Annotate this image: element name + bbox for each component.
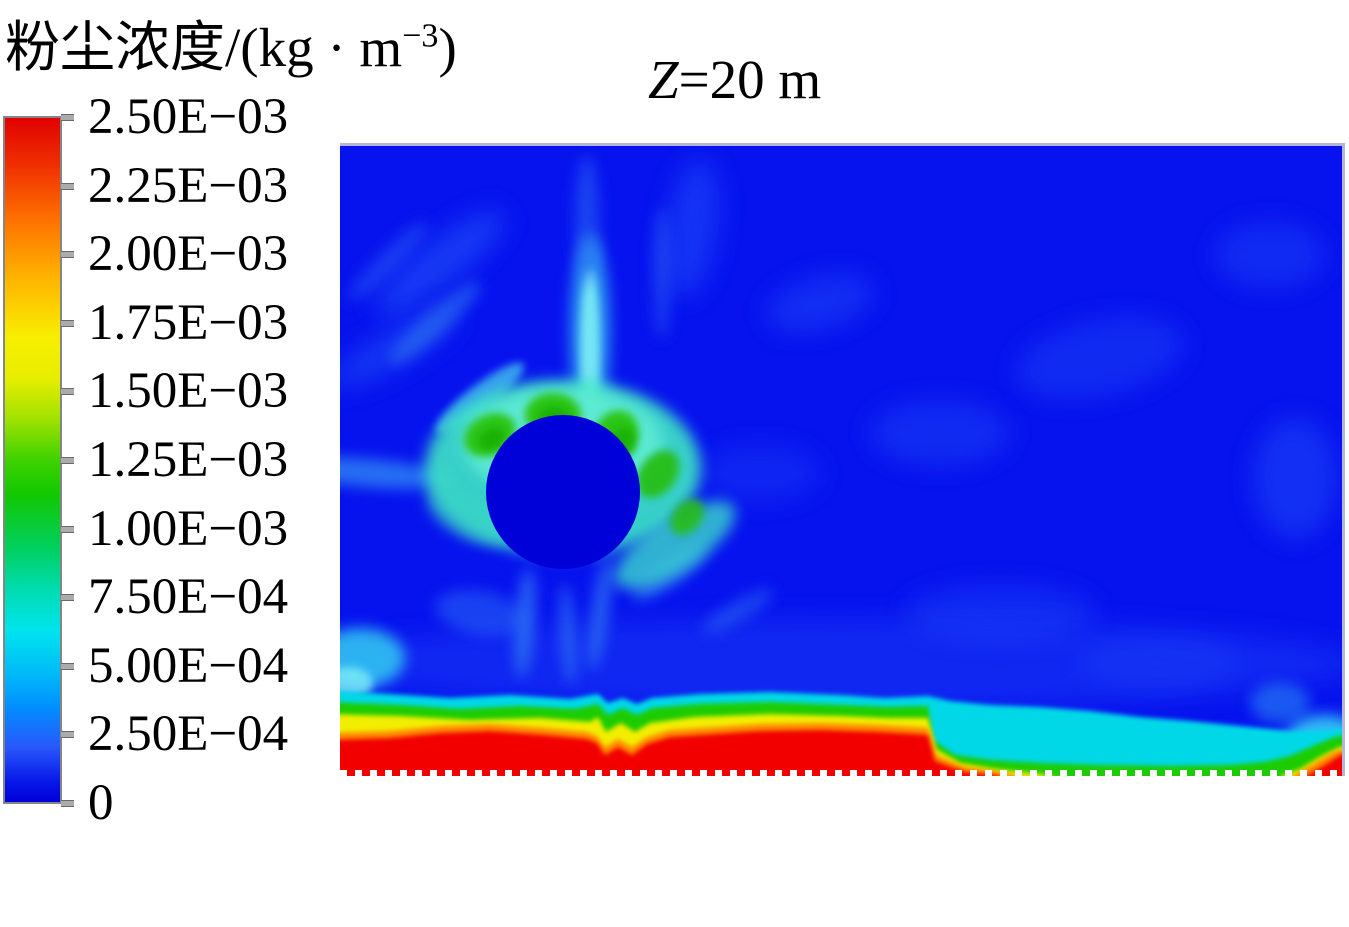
- colorbar-tick-mark: [61, 731, 74, 739]
- colorbar-tick-mark: [61, 594, 74, 602]
- colorbar-tick-label: 5.00E−04: [88, 637, 289, 694]
- colorbar-tick-label: 2.50E−03: [88, 89, 289, 145]
- colorbar-tick-label: 2.25E−03: [88, 157, 289, 214]
- colorbar-tick-label: 1.00E−03: [88, 500, 289, 557]
- colorbar-tick-label: 2.50E−04: [88, 706, 289, 763]
- plot-border-top: [340, 143, 1345, 146]
- colorbar-tick-mark: [61, 457, 74, 464]
- colorbar-tick-label: 0: [88, 775, 114, 831]
- plot-title: Z=20 m: [648, 48, 821, 111]
- unit-label-close: ): [438, 17, 457, 78]
- colorbar-unit-label: 粉尘浓度/(kg · m−3): [5, 2, 457, 82]
- colorbar-tick-label: 2.00E−03: [88, 226, 289, 283]
- colorbar-tick-mark: [61, 388, 74, 396]
- colorbar-tick-label: 1.25E−03: [88, 432, 289, 488]
- contour-plot: [340, 143, 1345, 776]
- colorbar-tick-mark: [61, 114, 74, 121]
- colorbar-tick-label: 1.50E−03: [88, 363, 289, 420]
- colorbar: [3, 116, 62, 804]
- diffuse-patches: [340, 158, 1345, 708]
- colorbar-gradient: [5, 118, 60, 802]
- colorbar-tick-mark: [61, 525, 74, 533]
- plot-title-variable: Z: [648, 49, 679, 110]
- colorbar-tick-label: 1.75E−03: [88, 294, 289, 351]
- unit-label-exponent: −3: [402, 17, 439, 55]
- colorbar-tick-mark: [61, 800, 74, 807]
- band-red-layer: [340, 730, 998, 776]
- colorbar-tick-mark: [61, 662, 74, 670]
- colorbar-tick-mark: [61, 251, 74, 259]
- colorbar-tick-mark: [61, 182, 74, 190]
- unit-label-text: 粉尘浓度/(kg · m: [5, 17, 403, 78]
- ground-dust-band: [340, 691, 1345, 776]
- plot-border-right: [1342, 143, 1345, 776]
- obstruction-circle: [486, 415, 640, 569]
- colorbar-tick-mark: [61, 319, 74, 327]
- ground-dashed-line: [340, 770, 1345, 776]
- colorbar-tick-label: 7.50E−04: [88, 569, 289, 626]
- plot-title-value: =20 m: [678, 49, 822, 110]
- contour-field: [340, 143, 1345, 776]
